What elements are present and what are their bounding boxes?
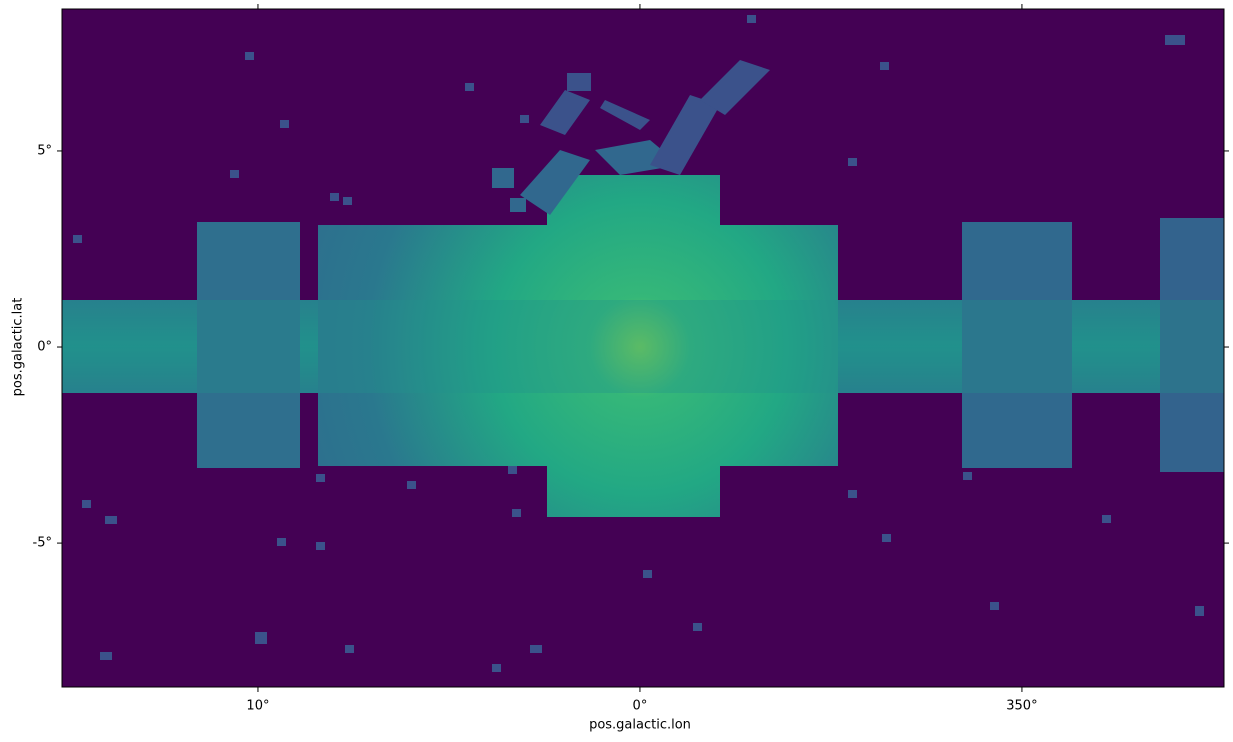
y-tick-label: 5°: [37, 143, 52, 158]
frame: [61, 8, 1225, 688]
y-tick-label: 0°: [37, 340, 52, 355]
survey-footprint: [62, 15, 1224, 672]
x-tick-label: 10°: [246, 699, 269, 714]
y-tick-label: -5°: [33, 536, 52, 551]
x-tick-label: 0°: [633, 699, 648, 714]
x-tick-label: 350°: [1006, 699, 1037, 714]
x-axis-label: pos.galactic.lon: [589, 718, 691, 733]
y-axis-label: pos.galactic.lat: [11, 298, 26, 397]
